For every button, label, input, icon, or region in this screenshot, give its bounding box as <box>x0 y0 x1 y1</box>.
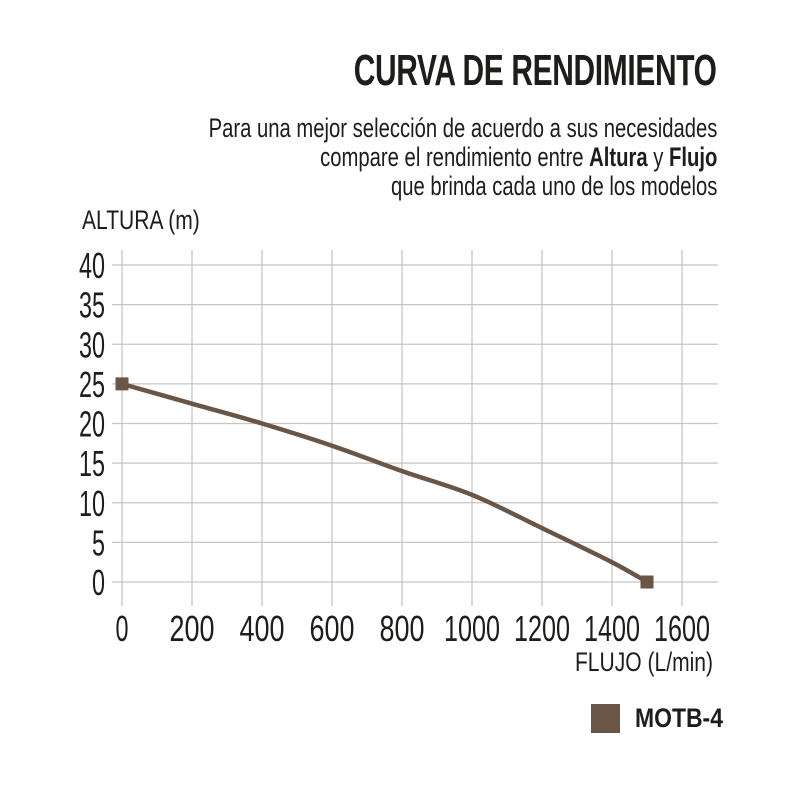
legend: MOTB-4 <box>590 703 739 734</box>
svg-text:800: 800 <box>380 608 425 649</box>
svg-text:1000: 1000 <box>444 608 500 649</box>
x-axis-title: FLUJO (L/min) <box>574 647 713 677</box>
curve-endpoint-markers <box>115 377 654 589</box>
legend-label: MOTB-4 <box>634 703 723 733</box>
svg-text:1400: 1400 <box>584 608 640 649</box>
subtitle-line-1: Para una mejor selección de acuerdo a su… <box>208 113 717 143</box>
subtitle-line-3: que brinda cada uno de los modelos <box>390 171 717 201</box>
subtitle-bold-altura: Altura <box>588 142 648 172</box>
svg-text:600: 600 <box>310 608 355 649</box>
svg-text:35: 35 <box>79 285 105 326</box>
svg-text:20: 20 <box>79 404 105 445</box>
svg-text:5: 5 <box>92 522 105 563</box>
subtitle-bold-flujo: Flujo <box>668 142 717 172</box>
svg-text:1200: 1200 <box>514 608 570 649</box>
performance-curve-motb4 <box>119 381 650 585</box>
svg-text:10: 10 <box>79 483 105 524</box>
subtitle: Para una mejor selección de acuerdo a su… <box>208 114 717 201</box>
svg-text:0: 0 <box>116 608 129 649</box>
svg-text:400: 400 <box>240 608 285 649</box>
svg-text:200: 200 <box>170 608 215 649</box>
subtitle-line-2: compare el rendimiento entre Altura y Fl… <box>319 142 717 172</box>
gridlines <box>112 250 718 606</box>
svg-text:15: 15 <box>79 443 105 484</box>
svg-text:30: 30 <box>79 324 105 365</box>
svg-text:1600: 1600 <box>654 608 710 649</box>
svg-text:0: 0 <box>92 562 105 603</box>
y-axis-title: ALTURA (m) <box>82 205 200 235</box>
svg-text:40: 40 <box>79 245 105 286</box>
legend-color-swatch <box>590 704 620 733</box>
x-axis-tick-labels: 0 200 400 600 800 1000 1200 1400 1600 <box>116 608 711 649</box>
svg-text:25: 25 <box>79 364 105 405</box>
page-title: CURVA DE RENDIMIENTO <box>354 46 717 95</box>
